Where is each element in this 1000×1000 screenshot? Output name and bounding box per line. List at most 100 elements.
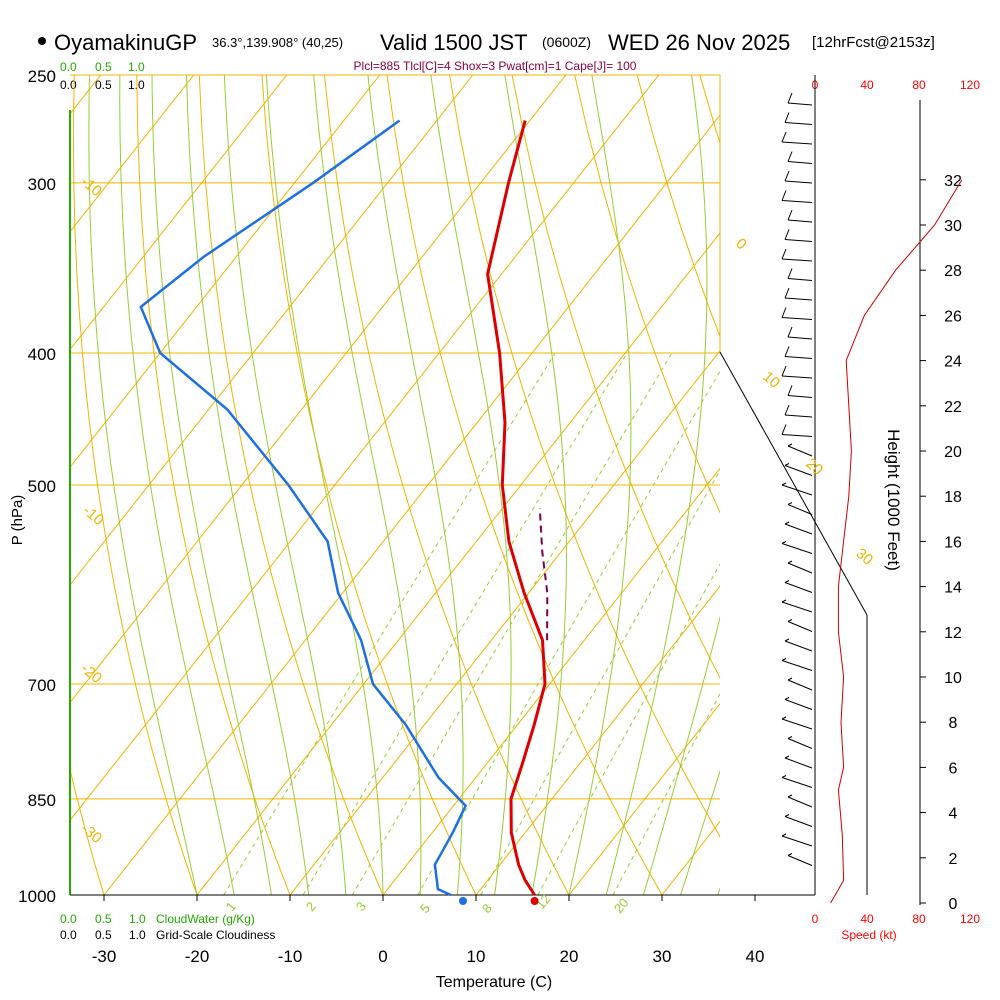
surface-temperature-dot — [530, 897, 539, 905]
pressure-tick-label: 700 — [28, 676, 56, 695]
dry-adiabat-line — [0, 75, 11, 895]
wind-barb — [787, 102, 813, 106]
top-cloudiness-tick-1: 0.5 — [95, 78, 112, 92]
moist-adiabat-line — [313, 75, 422, 895]
wind-barb — [781, 141, 813, 145]
temp-tick-label: 30 — [653, 947, 672, 966]
height-tick-label: 8 — [949, 715, 958, 732]
dry-adiabat-line — [762, 75, 1000, 895]
wind-barb — [787, 679, 813, 691]
dry-adiabat-line — [136, 75, 291, 895]
top-cloud-water-tick-0: 0.0 — [60, 60, 77, 74]
wind-barb-flag — [787, 209, 793, 221]
isotherm-label: -30 — [77, 820, 105, 847]
temp-tick-label: 40 — [746, 947, 765, 966]
mixing-ratio-label: 5 — [417, 901, 433, 916]
wind-panel — [781, 92, 963, 904]
wind-barb-flag — [781, 599, 787, 603]
mixing-ratio-label: 2 — [303, 899, 319, 914]
wind-barb-flag — [781, 190, 787, 201]
pressure-tick-label: 500 — [28, 477, 56, 496]
dewpoint-profile — [139, 119, 468, 897]
moist-adiabat-line — [151, 75, 272, 895]
wind-barb-flag — [781, 775, 787, 778]
wind-barb-flag — [781, 833, 787, 837]
mixing-ratio-line — [612, 692, 720, 895]
mixing-ratio-label: 20 — [611, 895, 632, 916]
plot-frame — [69, 74, 921, 905]
wind-barb — [784, 816, 813, 827]
wind-barb — [781, 484, 813, 496]
wind-barb-flag — [787, 853, 793, 856]
isotherm-label: 20 — [802, 455, 826, 479]
temp-tick-label: 0 — [378, 947, 387, 966]
isotherm-line — [70, 75, 195, 233]
cloud-water-label: CloudWater (g/Kg) — [156, 912, 255, 926]
moist-adiabat-line — [680, 769, 720, 895]
profiles — [139, 119, 549, 905]
height-tick-label: 2 — [949, 851, 958, 868]
wind-barb — [787, 738, 813, 749]
dry-adiabat-line — [449, 75, 720, 838]
height-tick-label: 16 — [944, 534, 962, 551]
wind-barb — [784, 465, 813, 476]
stability-indices: Plcl=885 Tlcl[C]=4 Shox=3 Pwat[cm]=1 Cap… — [354, 59, 637, 73]
wind-barb — [784, 239, 813, 242]
wind-barb-flag — [787, 151, 793, 162]
speed-top-tick-2: 80 — [912, 78, 926, 92]
height-tick-label: 28 — [944, 263, 962, 280]
wind-barb-flag — [784, 814, 790, 817]
speed-top-tick-1: 40 — [860, 78, 874, 92]
wind-barb — [781, 317, 813, 320]
height-tick-label: 14 — [944, 580, 962, 597]
wind-barb-flag — [781, 131, 787, 143]
speed-bottom-tick-1: 40 — [860, 912, 874, 926]
wind-barb-flag — [784, 112, 790, 123]
wind-barb-flag — [781, 541, 787, 544]
station-marker-icon — [38, 37, 46, 45]
wind-barb — [787, 161, 813, 164]
wind-barb-flag — [784, 404, 790, 416]
isotherm-line — [0, 75, 8, 895]
wind-barb — [781, 375, 813, 379]
valid-date: WED 26 Nov 2025 — [608, 30, 790, 55]
top-cloud-water-tick-1: 0.5 — [95, 60, 112, 74]
wind-barb-flag — [784, 287, 790, 299]
wind-barb-flag — [787, 560, 793, 564]
moist-adiabat-line — [88, 75, 198, 895]
height-tick-label: 12 — [944, 625, 962, 642]
pressure-tick-label: 400 — [28, 345, 56, 364]
mixing-ratio-label: 3 — [353, 899, 369, 914]
wind-barb — [781, 660, 813, 671]
wind-barb-flag — [781, 248, 787, 260]
x-axis-label: Temperature (C) — [436, 974, 552, 991]
bottom-cloudiness-tick-1: 0.5 — [95, 928, 112, 942]
isotherm-label: 30 — [852, 545, 876, 569]
wind-barb-flag — [781, 658, 787, 661]
parcel-path — [538, 508, 549, 641]
pressure-tick-label: 850 — [28, 791, 56, 810]
height-tick-label: 24 — [944, 354, 962, 371]
wind-barb-flag — [784, 697, 790, 700]
bottom-cloud-water-tick-1: 0.5 — [95, 912, 112, 926]
valid-time: Valid 1500 JST — [380, 30, 528, 55]
wind-barb — [781, 434, 813, 437]
wind-barb — [781, 777, 813, 788]
dry-adiabat-line — [261, 75, 477, 895]
speed-bottom-tick-3: 120 — [960, 912, 980, 926]
wind-barb-flag — [787, 443, 793, 447]
wind-barb — [784, 582, 813, 593]
moist-adiabat-line — [186, 75, 310, 895]
wind-barb-flag — [787, 385, 793, 396]
valid-zulu: (0600Z) — [542, 34, 591, 50]
isotherm-label: 0 — [732, 235, 749, 253]
pressure-tick-label: 1000 — [18, 887, 56, 906]
height-tick-label: 10 — [944, 670, 962, 687]
wind-barb — [784, 640, 813, 652]
wind-barb-flag — [787, 794, 793, 798]
bottom-cloudiness-tick-2: 1.0 — [129, 928, 146, 942]
wind-barb-flag — [787, 736, 793, 739]
wind-barb-flag — [781, 716, 787, 720]
wind-barb-flag — [787, 619, 793, 622]
wind-barb-flag — [784, 229, 790, 240]
